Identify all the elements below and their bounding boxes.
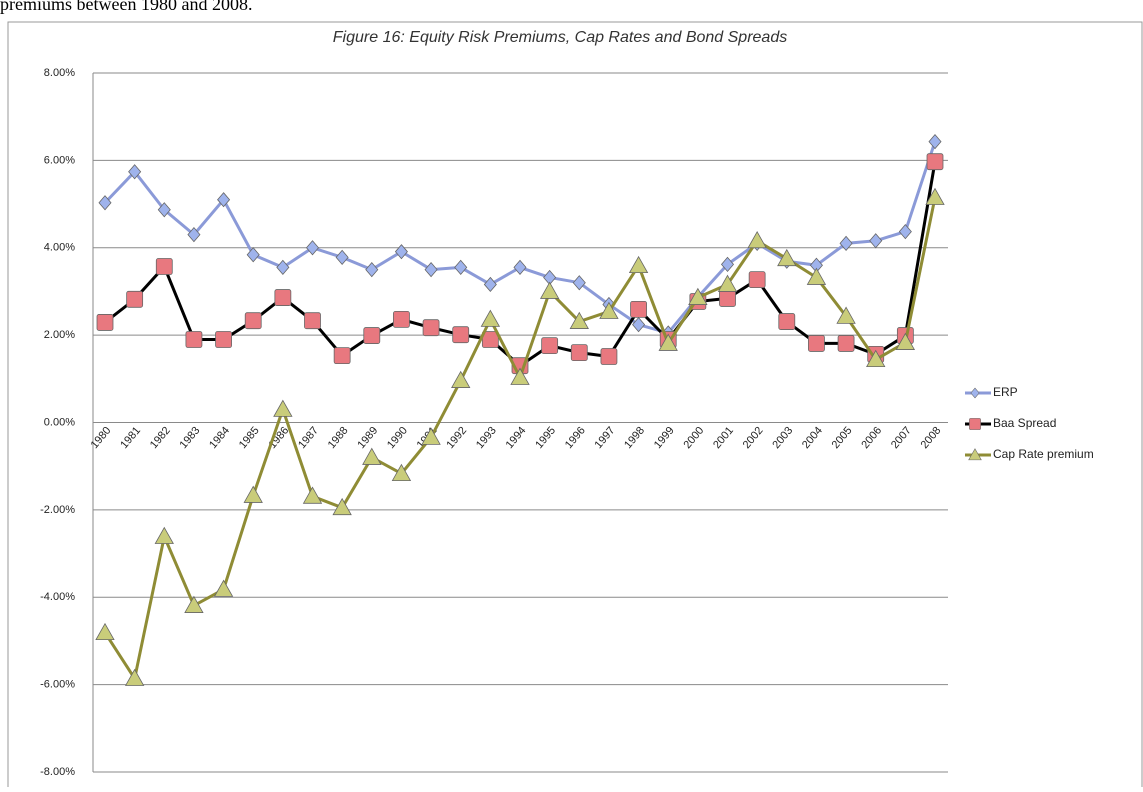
data-point: [304, 312, 321, 330]
data-point: [539, 281, 560, 299]
data-point: [777, 248, 797, 267]
data-point: [928, 133, 942, 150]
data-point: [363, 327, 381, 344]
data-point: [155, 258, 173, 275]
data-point: [895, 332, 916, 350]
data-point: [925, 187, 945, 205]
data-point: [720, 256, 735, 272]
y-tick-label: 6.00%: [44, 154, 75, 166]
legend-label: Baa Spread: [993, 416, 1056, 430]
data-point: [719, 290, 736, 307]
data-point: [688, 287, 708, 305]
data-point: [365, 261, 379, 278]
data-point: [128, 164, 142, 180]
y-tick-label: 0.00%: [44, 416, 75, 428]
data-point: [513, 259, 527, 276]
data-point: [866, 349, 886, 367]
data-point: [96, 314, 114, 331]
data-point: [95, 622, 115, 641]
data-point: [630, 300, 647, 318]
data-point: [599, 301, 619, 319]
data-point: [926, 153, 944, 171]
y-tick-label: -2.00%: [40, 504, 75, 516]
data-point: [421, 427, 441, 445]
data-point: [157, 202, 171, 218]
data-point: [274, 289, 292, 306]
data-point: [454, 259, 468, 276]
data-point: [510, 367, 530, 385]
data-point: [305, 240, 320, 256]
data-point: [391, 463, 412, 482]
data-point: [246, 247, 260, 263]
legend-label: ERP: [993, 385, 1018, 399]
data-point: [424, 261, 438, 278]
data-point: [273, 399, 293, 417]
y-tick-label: -8.00%: [40, 766, 75, 778]
data-point: [572, 275, 586, 291]
data-point: [244, 312, 262, 330]
data-point: [806, 267, 827, 285]
data-point: [808, 335, 825, 352]
data-point: [185, 331, 203, 348]
data-point: [335, 249, 349, 265]
data-point: [451, 370, 471, 388]
data-point: [394, 244, 408, 260]
data-point: [480, 309, 501, 327]
data-point: [243, 485, 263, 503]
data-point: [628, 255, 649, 274]
legend-marker: [968, 448, 982, 461]
y-tick-label: -4.00%: [40, 591, 75, 603]
chart-title: Figure 16: Equity Risk Premiums, Cap Rat…: [333, 29, 787, 46]
legend-label: Cap Rate premium: [993, 447, 1094, 461]
data-point: [748, 271, 766, 289]
data-point: [215, 331, 232, 348]
data-point: [154, 526, 174, 544]
data-point: [276, 259, 290, 276]
data-point: [600, 348, 618, 365]
legend-marker: [970, 387, 980, 399]
data-point: [393, 310, 410, 328]
context-text: premiums between 1980 and 2008.: [0, 0, 252, 14]
y-tick-label: 8.00%: [44, 67, 75, 79]
y-tick-label: 4.00%: [44, 242, 75, 254]
data-point: [98, 195, 112, 211]
legend-marker: [969, 418, 981, 430]
data-point: [869, 233, 883, 249]
data-point: [632, 317, 646, 333]
y-tick-label: -6.00%: [40, 679, 75, 691]
data-point: [124, 668, 145, 686]
data-point: [717, 274, 738, 292]
y-tick-label: 2.00%: [44, 329, 75, 341]
data-point: [837, 335, 855, 352]
data-point: [570, 344, 588, 362]
chart-frame: [7, 21, 1143, 792]
data-point: [126, 290, 144, 308]
data-point: [422, 319, 440, 337]
data-point: [658, 333, 678, 351]
data-point: [362, 447, 382, 465]
data-point: [839, 235, 853, 251]
data-point: [541, 337, 559, 355]
data-point: [483, 276, 497, 293]
data-point: [302, 486, 323, 504]
data-point: [332, 497, 352, 516]
data-point: [569, 311, 589, 329]
data-point: [481, 331, 499, 348]
data-point: [184, 595, 204, 613]
data-point: [187, 227, 201, 243]
data-point: [333, 347, 351, 365]
data-point: [213, 579, 234, 597]
data-point: [747, 230, 767, 249]
data-point: [217, 192, 231, 208]
data-point: [778, 313, 796, 330]
data-point: [452, 326, 470, 344]
data-point: [898, 223, 912, 240]
data-point: [836, 306, 856, 324]
